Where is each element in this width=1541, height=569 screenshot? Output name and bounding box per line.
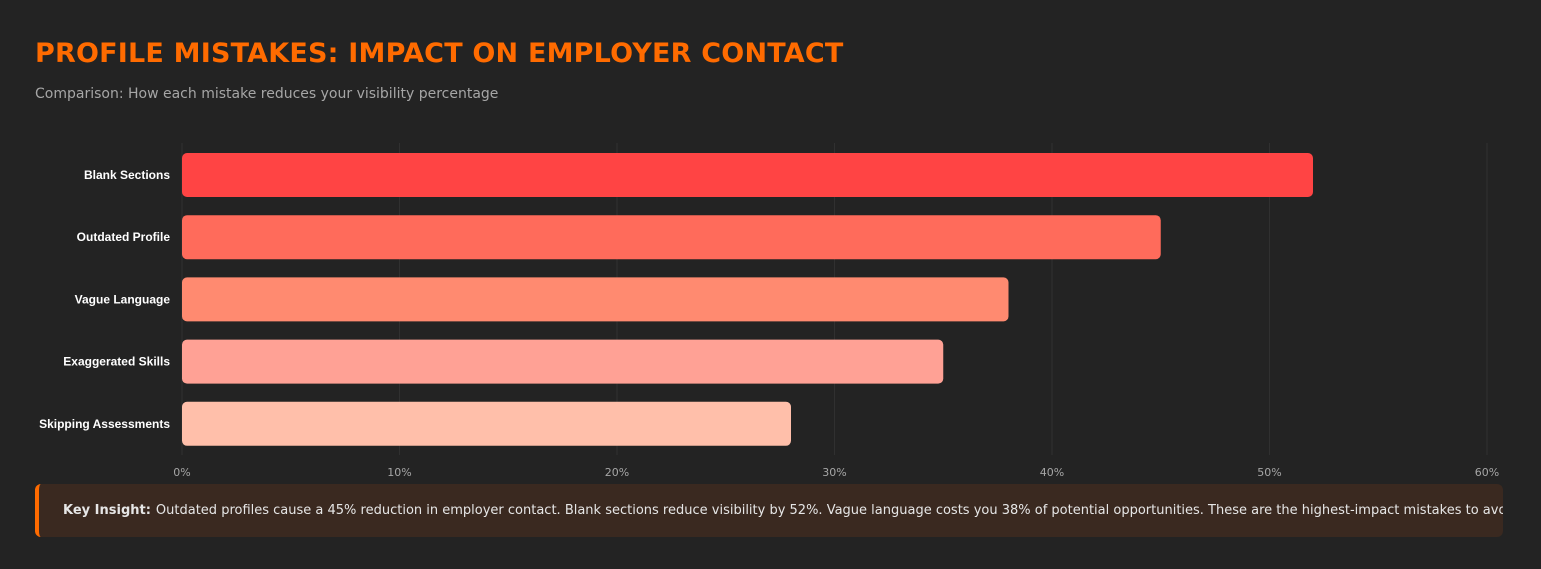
- category-label: Exaggerated Skills: [63, 355, 170, 369]
- bar-chart: Blank Sections Outdated Profile Vague Lang…: [39, 143, 1499, 479]
- x-tick-label: 60%: [1475, 466, 1499, 479]
- bar: [182, 401, 791, 446]
- x-tick-label: 20%: [605, 466, 629, 479]
- category-label: Vague Language: [75, 292, 171, 306]
- key-insight-box: Key Insight: Outdated profiles cause a 4…: [35, 484, 1503, 537]
- category-label: Blank Sections: [84, 168, 170, 182]
- category-label: Outdated Profile: [77, 230, 171, 244]
- x-tick-label: 40%: [1040, 466, 1064, 479]
- bar: [182, 277, 1009, 322]
- bar: [182, 153, 1313, 197]
- chart-title: PROFILE MISTAKES: IMPACT ON EMPLOYER CON…: [35, 38, 844, 69]
- chart-subtitle: Comparison: How each mistake reduces you…: [35, 86, 499, 102]
- insight-text: Outdated profiles cause a 45% reduction …: [155, 503, 1503, 518]
- bars: [182, 153, 1313, 446]
- x-tick-label: 50%: [1257, 466, 1281, 479]
- category-label: Skipping Assessments: [39, 417, 170, 431]
- bar: [182, 339, 944, 384]
- bar: [182, 215, 1161, 260]
- x-tick-label: 10%: [387, 466, 411, 479]
- category-labels: Blank Sections Outdated Profile Vague Lang…: [39, 168, 170, 431]
- insight-label: Key Insight:: [63, 503, 151, 518]
- x-axis-ticks: 0% 10% 20% 30% 40% 50% 60%: [173, 466, 1499, 479]
- x-tick-label: 30%: [822, 466, 846, 479]
- x-tick-label: 0%: [173, 466, 190, 479]
